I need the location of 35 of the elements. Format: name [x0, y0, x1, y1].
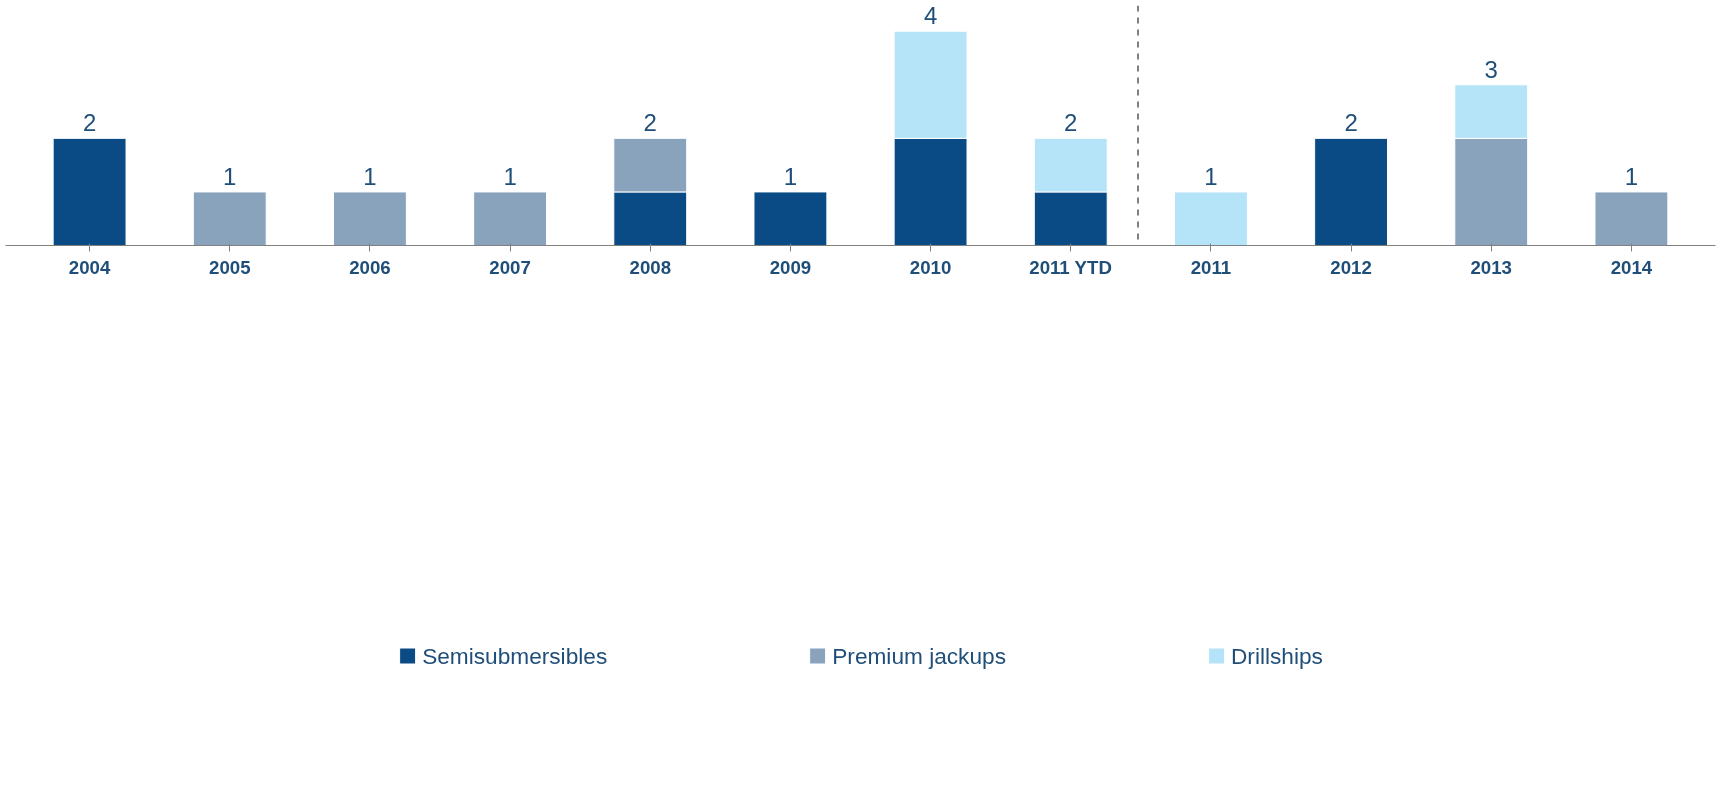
legend-label: Premium jackups: [832, 642, 1006, 670]
annotation: 1: [363, 162, 377, 190]
x-tick-label: 2011 YTD: [1029, 256, 1112, 278]
annotation: 2: [1344, 109, 1358, 137]
x-tick-label: 2005: [209, 256, 251, 278]
x-tick-label: 2014: [1610, 256, 1653, 278]
x-tick-label: 2004: [68, 256, 111, 278]
bar: [52, 137, 127, 246]
x-tick-label: 2010: [909, 256, 952, 278]
bar: [753, 191, 828, 246]
bar: [192, 191, 267, 246]
bar: [1594, 191, 1669, 246]
bar: [473, 191, 548, 246]
x-tick-label: 2012: [1330, 256, 1372, 278]
legend-label: Drillships: [1230, 642, 1323, 670]
x-tick-label: 2009: [769, 256, 812, 278]
legend-label: Semisubmersibles: [422, 642, 608, 670]
annotation: 1: [503, 162, 517, 190]
annotation: 1: [1624, 162, 1639, 190]
x-tick-label: 2006: [349, 256, 391, 278]
x-tick-label: 2013: [1470, 256, 1512, 278]
annotation: 1: [223, 162, 237, 190]
bar: [1314, 137, 1389, 246]
annotation: 2: [643, 109, 657, 137]
bar: [1173, 191, 1248, 246]
annotation: 1: [1204, 162, 1218, 190]
x-tick-label: 2011: [1190, 256, 1232, 278]
x-tick-label: 2007: [489, 256, 531, 278]
annotation: 4: [923, 2, 938, 30]
annotation: 2: [1064, 109, 1078, 137]
annotation: 2: [82, 109, 97, 137]
annotation: 3: [1484, 55, 1498, 83]
annotation: 1: [783, 162, 798, 190]
bar: [332, 191, 407, 246]
x-tick-label: 2008: [629, 256, 672, 278]
